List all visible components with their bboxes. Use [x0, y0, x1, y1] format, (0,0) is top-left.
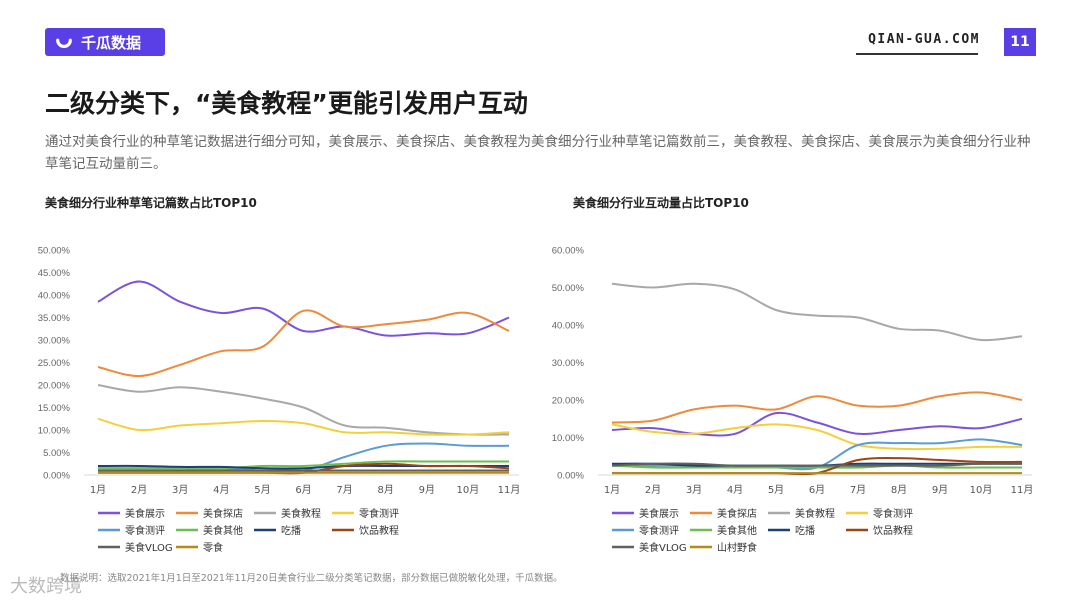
chart-2-ytick: 30.00%	[552, 358, 585, 369]
page-number: 11	[1004, 28, 1036, 56]
chart-2-ytick: 60.00%	[552, 246, 585, 257]
chart-1-xtick: 11月	[498, 484, 521, 496]
chart-2-legend-label: 饮品教程	[873, 524, 913, 537]
brand-name: 千瓜数据	[81, 33, 142, 52]
chart-1-ytick: 10.00%	[38, 426, 71, 437]
chart-2-xtick: 5月	[768, 484, 784, 496]
chart-1-series-line-3	[97, 417, 510, 436]
chart-2-series-line-3	[611, 423, 1023, 451]
chart-2-ytick: 0.00%	[557, 471, 584, 482]
chart-1-title: 美食细分行业种草笔记篇数占比TOP10	[45, 196, 257, 210]
chart-1-ytick: 25.00%	[38, 358, 71, 369]
chart-2-xtick: 4月	[727, 484, 743, 496]
chart-1-legend-label: 吃播	[281, 524, 301, 537]
chart-2-xtick: 3月	[686, 484, 702, 496]
chart-2-xtick: 8月	[891, 484, 907, 496]
chart-1-ytick: 5.00%	[43, 448, 70, 459]
chart-1-legend-label: 美食其他	[203, 524, 243, 537]
chart-1-ytick: 40.00%	[38, 291, 71, 302]
chart-2-xtick: 6月	[809, 484, 825, 496]
chart-2-xtick: 9月	[932, 484, 948, 496]
chart-2-xtick: 1月	[604, 484, 620, 496]
chart-2-ytick: 50.00%	[552, 283, 585, 294]
chart-2-legend-label: 美食教程	[795, 507, 835, 520]
chart-2-series-line-8	[611, 462, 1023, 467]
chart-1-legend-label: 零食测评	[125, 524, 165, 537]
chart-1-series-line-1	[97, 309, 510, 378]
chart-1-series-line-2	[97, 384, 510, 436]
chart-2-legend-label: 零食测评	[639, 524, 679, 537]
chart-2-legend-label: 美食其他	[717, 524, 757, 537]
watermark: 大数跨境	[10, 576, 82, 597]
chart-1-legend-label: 零食	[203, 541, 223, 554]
brand-logo: 千瓜数据	[45, 28, 165, 56]
page-description: 通过对美食行业的种草笔记数据进行细分可知，美食展示、美食探店、美食教程为美食细分…	[45, 134, 1031, 172]
chart-2-legend-label: 美食VLOG	[639, 541, 687, 554]
chart-2-legend-label: 山村野食	[717, 541, 757, 554]
chart-2-series-line-2	[611, 282, 1023, 342]
chart-1-ytick: 15.00%	[38, 403, 71, 414]
chart-1: 0.00% 5.00% 10.00% 15.00% 20.00% 25.00% 30.00%…	[38, 246, 521, 555]
chart-1-ytick: 50.00%	[38, 246, 71, 257]
chart-2-xtick: 10月	[970, 484, 993, 496]
brand-mark-icon	[56, 38, 72, 49]
chart-2-legend-label: 美食探店	[717, 507, 757, 520]
chart-2-ytick: 10.00%	[552, 433, 585, 444]
chart-2: 0.00% 10.00% 20.00% 30.00% 40.00% 50.00% 60.00…	[552, 246, 1034, 555]
chart-1-xtick: 1月	[90, 484, 106, 496]
chart-1-xtick: 6月	[295, 484, 311, 496]
chart-1-xtick: 3月	[172, 484, 188, 496]
page-title: 二级分类下，“美食教程”更能引发用户互动	[45, 89, 528, 118]
chart-1-legend-label: 零食测评	[359, 507, 399, 520]
chart-1-legend-label: 美食展示	[125, 507, 165, 520]
chart-1-ytick: 45.00%	[38, 268, 71, 279]
chart-2-ytick: 40.00%	[552, 321, 585, 332]
chart-1-series-line-5	[98, 460, 509, 470]
chart-1-xtick: 8月	[378, 484, 394, 496]
chart-1-legend-label: 饮品教程	[359, 524, 399, 537]
chart-1-xtick: 7月	[336, 484, 352, 496]
chart-1-xtick: 2月	[131, 484, 147, 496]
chart-1-series-line-0	[97, 280, 510, 337]
chart-1-legend-label: 美食教程	[281, 507, 321, 520]
chart-2-title: 美食细分行业互动量占比TOP10	[573, 196, 749, 210]
chart-2-xtick: 11月	[1011, 484, 1034, 496]
data-note: 数据说明：选取2021年1月1日至2021年11月20日美食行业二级分类笔记数据…	[60, 573, 563, 584]
chart-2-xtick: 2月	[645, 484, 661, 496]
chart-1-ytick: 35.00%	[38, 313, 71, 324]
site-url[interactable]: QIAN-GUA.COM	[868, 32, 980, 47]
chart-2-ytick: 20.00%	[552, 396, 585, 407]
chart-2-series-line-5	[611, 464, 1022, 469]
chart-2-series-line-0	[611, 411, 1023, 437]
chart-1-xtick: 5月	[254, 484, 270, 496]
chart-1-legend-label: 美食VLOG	[125, 541, 173, 554]
chart-2-series-line-1	[611, 391, 1023, 424]
chart-2-legend-label: 美食展示	[639, 507, 679, 520]
chart-1-xtick: 4月	[213, 484, 229, 496]
chart-1-legend-label: 美食探店	[203, 507, 243, 520]
site-underline	[856, 53, 978, 55]
chart-1-ytick: 0.00%	[43, 471, 70, 482]
chart-1-ytick: 20.00%	[38, 381, 71, 392]
chart-2-legend-label: 零食测评	[873, 507, 913, 520]
chart-1-ytick: 30.00%	[38, 336, 71, 347]
chart-2-legend-label: 吃播	[795, 524, 815, 537]
chart-1-xtick: 10月	[457, 484, 480, 496]
chart-1-xtick: 9月	[419, 484, 435, 496]
chart-2-xtick: 7月	[850, 484, 866, 496]
